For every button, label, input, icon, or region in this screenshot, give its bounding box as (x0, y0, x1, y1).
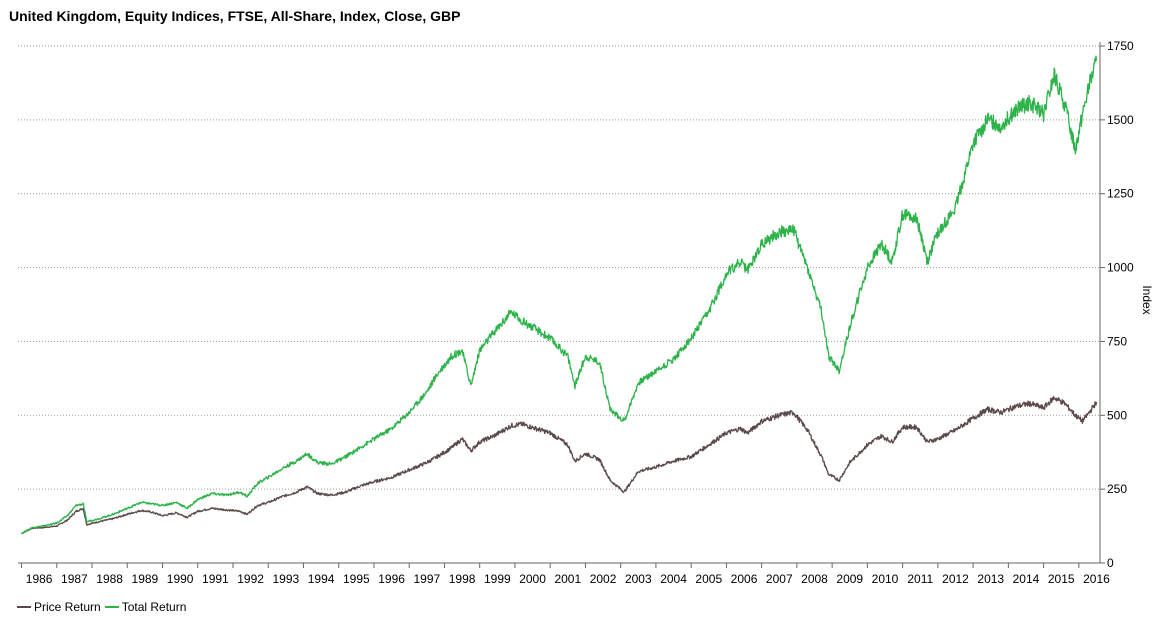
x-tick-label: 1993 (273, 572, 300, 586)
legend-item-total-return[interactable]: Total Return (104, 600, 187, 614)
x-tick-label: 1990 (167, 572, 194, 586)
series-line-price-return[interactable] (21, 396, 1098, 535)
x-tick-label: 1989 (132, 572, 159, 586)
series-layer (20, 55, 1098, 535)
grid-lines (18, 45, 1100, 490)
x-tick-label: 1991 (202, 572, 229, 586)
legend-label-price-return: Price Return (34, 600, 101, 614)
x-tick-label: 1999 (484, 572, 511, 586)
y-tick-label: 1750 (1107, 39, 1134, 53)
chart-title: United Kingdom, Equity Indices, FTSE, Al… (9, 8, 461, 24)
x-tick-label: 2013 (977, 572, 1004, 586)
x-tick-label: 2001 (554, 572, 581, 586)
y-tick-label: 0 (1107, 556, 1114, 570)
x-tick-label: 2000 (519, 572, 546, 586)
x-tick-label: 2016 (1083, 572, 1110, 586)
x-tick-label: 2004 (660, 572, 687, 586)
y-tick-label: 750 (1107, 334, 1127, 348)
x-tick-label: 2012 (942, 572, 969, 586)
x-tick-label: 1997 (413, 572, 440, 586)
x-tick-label: 2003 (625, 572, 652, 586)
x-tick-label: 2008 (801, 572, 828, 586)
y-tick-label: 250 (1107, 482, 1127, 496)
x-tick-label: 1986 (26, 572, 53, 586)
x-tick-label: 2010 (872, 572, 899, 586)
y-tick-label: 1000 (1107, 261, 1134, 275)
x-tick-label: 1995 (343, 572, 370, 586)
x-tick-label: 2011 (907, 572, 933, 586)
y-tick-label: 1250 (1107, 187, 1134, 201)
x-axis: 1986 1987 1988 1989 1990 1991 1992 1993 1994 1995… (18, 562, 1110, 586)
x-tick-label: 1987 (61, 572, 88, 586)
x-tick-label: 1994 (308, 572, 335, 586)
x-tick-label: 1998 (449, 572, 476, 586)
y-axis: 0 250 500 750 1000 1250 1500 1750 (1099, 39, 1134, 570)
x-tick-label: 2014 (1013, 572, 1040, 586)
x-tick-label: 2007 (766, 572, 793, 586)
x-tick-label: 1992 (237, 572, 264, 586)
legend: Price Return Total Return (17, 600, 190, 614)
series-line-total-return[interactable] (20, 55, 1098, 535)
x-tick-label: 2002 (590, 572, 617, 586)
x-tick-label: 2005 (695, 572, 722, 586)
x-tick-label: 2009 (836, 572, 863, 586)
y-axis-label: Index (1140, 285, 1154, 314)
y-tick-label: 1500 (1107, 113, 1134, 127)
x-tick-label: 2006 (731, 572, 758, 586)
y-tick-label: 500 (1107, 408, 1127, 422)
x-tick-label: 1996 (378, 572, 405, 586)
legend-item-price-return[interactable]: Price Return (17, 600, 101, 614)
x-tick-label: 2015 (1048, 572, 1075, 586)
legend-swatch-price-return (17, 606, 31, 608)
legend-swatch-total-return (104, 606, 119, 608)
x-tick-label: 1988 (96, 572, 123, 586)
legend-label-total-return: Total Return (121, 600, 187, 614)
